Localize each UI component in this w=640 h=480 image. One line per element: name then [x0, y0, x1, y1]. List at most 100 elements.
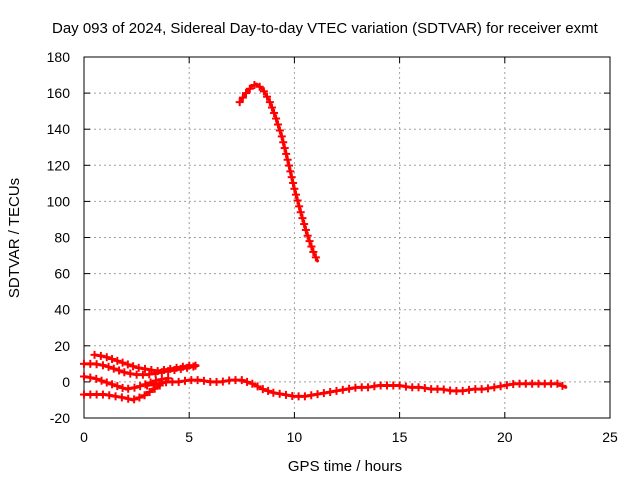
data-point — [123, 360, 132, 369]
data-point — [96, 351, 105, 360]
data-point — [108, 355, 117, 364]
grid-layer — [84, 57, 610, 418]
data-point — [105, 391, 114, 400]
data-point — [191, 361, 200, 370]
data-point — [238, 93, 247, 102]
series-arc-4 — [80, 381, 164, 404]
data-point — [141, 364, 150, 373]
data-point — [143, 381, 152, 390]
series-line — [238, 82, 320, 263]
data-point — [102, 378, 111, 387]
data-point — [309, 247, 318, 256]
data-point — [300, 392, 309, 401]
series-layer — [80, 80, 568, 404]
data-point — [109, 364, 118, 373]
data-point — [150, 384, 159, 393]
tick-layer: 0 5 10 15 20 25 -20 0 20 40 60 80 100 120 140 160 180 — [47, 49, 618, 445]
data-point — [178, 362, 187, 371]
data-point — [286, 167, 295, 176]
data-point — [174, 377, 183, 386]
data-point — [273, 120, 282, 129]
data-point — [277, 132, 286, 141]
y-axis-label: SDTVAR / TECUs — [6, 178, 23, 298]
data-point — [265, 98, 274, 107]
data-point — [117, 393, 126, 402]
y-tick-label: 140 — [47, 121, 71, 137]
y-tick-label: 100 — [47, 193, 71, 209]
y-tick-label: 0 — [62, 374, 70, 390]
y-tick-label: 40 — [54, 302, 70, 318]
data-point — [307, 242, 316, 251]
data-point — [97, 376, 106, 385]
y-tick-label: 60 — [54, 266, 70, 282]
data-point — [80, 372, 88, 381]
data-point — [98, 361, 107, 370]
data-point — [126, 369, 135, 378]
series-arc-1 — [80, 359, 200, 379]
data-point — [496, 382, 505, 391]
data-point — [395, 381, 404, 390]
series-arc-5 — [143, 376, 568, 401]
x-axis-label: GPS time / hours — [288, 458, 402, 475]
data-point — [149, 380, 158, 389]
data-point — [269, 388, 278, 397]
data-point — [280, 144, 289, 153]
data-point — [130, 395, 139, 404]
data-point — [237, 376, 246, 385]
data-point — [303, 231, 312, 240]
y-tick-label: 180 — [47, 49, 71, 65]
data-point — [242, 89, 251, 98]
data-point — [218, 377, 227, 386]
data-point — [420, 384, 429, 393]
chart-title: Day 093 of 2024, Sidereal Day-to-day VTE… — [52, 20, 599, 37]
x-tick-label: 25 — [602, 429, 618, 445]
data-point — [298, 214, 307, 223]
data-point — [136, 382, 145, 391]
plot-frame — [83, 56, 611, 419]
data-point — [235, 98, 244, 107]
x-tick-label: 0 — [80, 429, 88, 445]
data-point — [287, 173, 296, 182]
data-point — [243, 377, 252, 386]
data-point — [120, 368, 129, 377]
y-tick-label: -20 — [50, 410, 70, 426]
data-point — [275, 126, 284, 135]
data-point — [458, 386, 467, 395]
data-point — [281, 390, 290, 399]
data-point — [326, 388, 335, 397]
data-point — [130, 383, 139, 392]
data-point — [553, 379, 562, 388]
data-point — [199, 376, 208, 385]
data-point — [307, 391, 316, 400]
data-point — [319, 389, 328, 398]
data-point — [313, 390, 322, 399]
data-point — [284, 161, 293, 170]
data-point — [135, 393, 144, 402]
x-tick-label: 5 — [185, 429, 193, 445]
data-point — [153, 367, 162, 376]
data-point — [296, 208, 305, 217]
data-point — [111, 392, 120, 401]
data-point — [115, 366, 124, 375]
data-point — [272, 114, 281, 123]
data-point — [253, 382, 262, 391]
y-tick-label: 20 — [54, 338, 70, 354]
data-point — [86, 373, 95, 382]
data-point — [90, 350, 99, 359]
y-tick-label: 120 — [47, 157, 71, 173]
data-point — [134, 363, 143, 372]
data-point — [118, 358, 127, 367]
x-tick-label: 15 — [392, 429, 408, 445]
data-point — [558, 381, 567, 390]
data-point — [104, 362, 113, 371]
x-tick-label: 10 — [287, 429, 303, 445]
data-point — [311, 253, 320, 262]
data-point — [92, 360, 101, 369]
data-point — [502, 381, 511, 390]
data-point — [113, 356, 122, 365]
data-point — [92, 374, 101, 383]
data-point — [102, 353, 111, 362]
data-point — [245, 84, 254, 93]
data-point — [259, 87, 268, 96]
data-point — [279, 138, 288, 147]
